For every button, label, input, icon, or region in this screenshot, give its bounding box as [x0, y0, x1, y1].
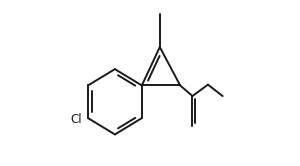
- Text: Cl: Cl: [70, 113, 82, 126]
